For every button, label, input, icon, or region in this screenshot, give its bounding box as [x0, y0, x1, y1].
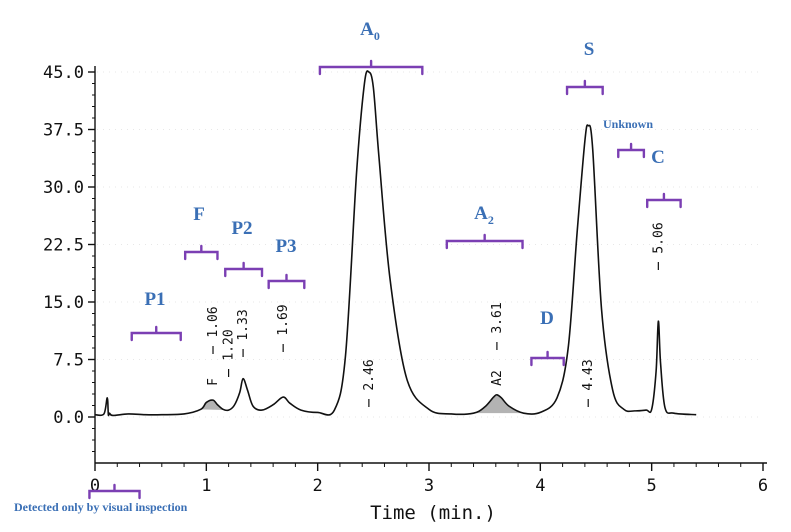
peak-time-label: 1.69 [276, 304, 291, 335]
x-tick-label: 5 [647, 476, 657, 496]
peak-time-label: 3.61 [490, 302, 505, 333]
region-label-subscript: 2 [488, 213, 494, 227]
region-label-s: S [584, 39, 595, 60]
shaded-peak-A2 [473, 394, 524, 414]
region-bracket-a2 [445, 233, 524, 250]
chromatogram-trace [94, 70, 697, 417]
region-label-a0: A0 [360, 19, 380, 43]
y-tick-label: 15.0 [43, 293, 84, 313]
region-bracket-p2 [224, 261, 264, 278]
region-label-f: F [193, 204, 205, 225]
region-label-p1: P1 [144, 289, 165, 310]
x-axis-title: Time (min.) [370, 502, 496, 524]
region-bracket-s [565, 79, 604, 96]
y-tick-label: 45.0 [43, 63, 84, 83]
region-label-p2: P2 [231, 218, 252, 239]
region-bracket-c [646, 192, 682, 209]
peak-time-label: 4.43 [581, 359, 596, 390]
x-tick-label: 1 [201, 476, 211, 496]
x-tick-label: 4 [535, 476, 545, 496]
region-bracket-f [183, 244, 219, 261]
region-bracket-p3 [267, 273, 306, 290]
region-label-p3: P3 [275, 236, 296, 257]
peak-time-label: 2.46 [362, 359, 377, 390]
note-bracket-unknown [617, 142, 646, 159]
peak-time-label: 1.06 [206, 306, 221, 337]
y-tick-label: 0.0 [53, 408, 84, 428]
region-label-c: C [651, 147, 665, 168]
y-tick-label: 7.5 [53, 351, 84, 371]
region-bracket-p1 [130, 325, 182, 342]
region-label-a2: A2 [474, 203, 494, 227]
footnote-bracket [88, 483, 141, 500]
y-tick-label: 37.5 [43, 121, 84, 141]
y-tick-label: 22.5 [43, 236, 84, 256]
x-tick-label: 2 [313, 476, 323, 496]
peak-tag-label: F [206, 378, 221, 386]
peak-time-label: 1.20 [222, 329, 237, 360]
peak-markers: 1.06 F 1.201.33 1.69 2.46 3.61 A2 4.43 5.06 [206, 222, 666, 407]
note-label-unknown: Unknown [603, 117, 653, 131]
region-bracket-d [530, 350, 565, 367]
region-annotations: P1 F P2 P3 A0 A2 D S C Unknown Detected only by vi… [14, 19, 682, 514]
peak-time-label: 5.06 [651, 222, 666, 253]
axes: 45.0 37.5 30.0 22.5 15.0 7.5 0.0 0 1 2 3 4 5 6 [43, 63, 768, 496]
region-label-subscript: 0 [374, 29, 380, 43]
shaded-peak-F [200, 400, 229, 411]
shaded-peak-areas [200, 394, 524, 414]
region-bracket-a0 [318, 59, 424, 76]
y-tick-label: 30.0 [43, 178, 84, 198]
peak-time-label: 1.33 [236, 309, 251, 340]
x-tick-label: 3 [424, 476, 434, 496]
region-label-d: D [540, 308, 554, 329]
x-tick-label: 0 [90, 476, 100, 496]
x-tick-label: 6 [758, 476, 768, 496]
peak-tag-label: A2 [490, 370, 505, 386]
footnote-label: Detected only by visual inspection [14, 500, 188, 514]
